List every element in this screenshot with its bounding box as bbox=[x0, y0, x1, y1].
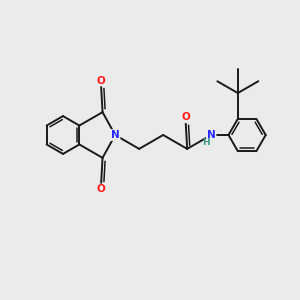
Text: O: O bbox=[97, 76, 105, 85]
Text: O: O bbox=[97, 184, 105, 194]
Text: O: O bbox=[181, 112, 190, 122]
Text: H: H bbox=[202, 138, 210, 147]
Text: N: N bbox=[111, 130, 119, 140]
Text: N: N bbox=[207, 130, 216, 140]
